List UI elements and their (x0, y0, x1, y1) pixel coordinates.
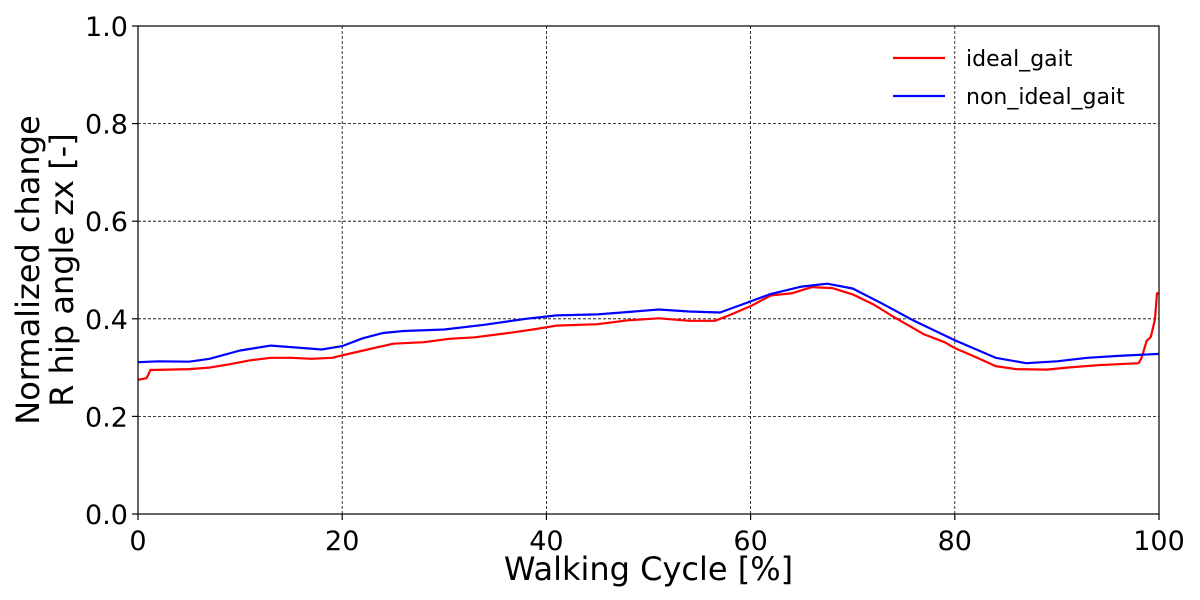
y-axis-title: Normalized change R hip angle zx [-] (9, 115, 81, 424)
series-line-ideal-gait (137, 286, 1159, 381)
x-tick-label: 80 (938, 526, 972, 557)
y-tick-label: 0.4 (85, 305, 128, 336)
legend: ideal_gait non_ideal_gait (893, 47, 1125, 110)
x-tick-label: 60 (733, 526, 767, 557)
x-axis-title: Walking Cycle [%] (504, 550, 793, 588)
y-axis-title-line-1: Normalized change (9, 115, 47, 424)
legend-label: ideal_gait (966, 47, 1073, 72)
y-tick-label: 1.0 (85, 12, 128, 43)
x-tick-label: 40 (529, 526, 563, 557)
series-line-non-ideal-gait (137, 282, 1160, 365)
y-tick-label: 0.8 (85, 110, 128, 141)
y-tick-label: 0.0 (85, 500, 128, 531)
x-tick-label: 20 (325, 526, 359, 557)
y-tick-label: 0.2 (85, 402, 128, 433)
series-lines (137, 282, 1160, 381)
legend-label: non_ideal_gait (966, 85, 1125, 110)
plot-frame (137, 25, 1160, 515)
x-tick-label: 0 (129, 526, 146, 557)
y-tick-label: 0.6 (85, 207, 128, 238)
y-axis-title-line-2: R hip angle zx [-] (43, 133, 81, 406)
x-tick-label: 100 (1133, 526, 1185, 557)
axis-ticks: 0 20 40 60 80 100 0.0 0.2 0.4 0.6 0.8 1.0 (85, 12, 1185, 557)
